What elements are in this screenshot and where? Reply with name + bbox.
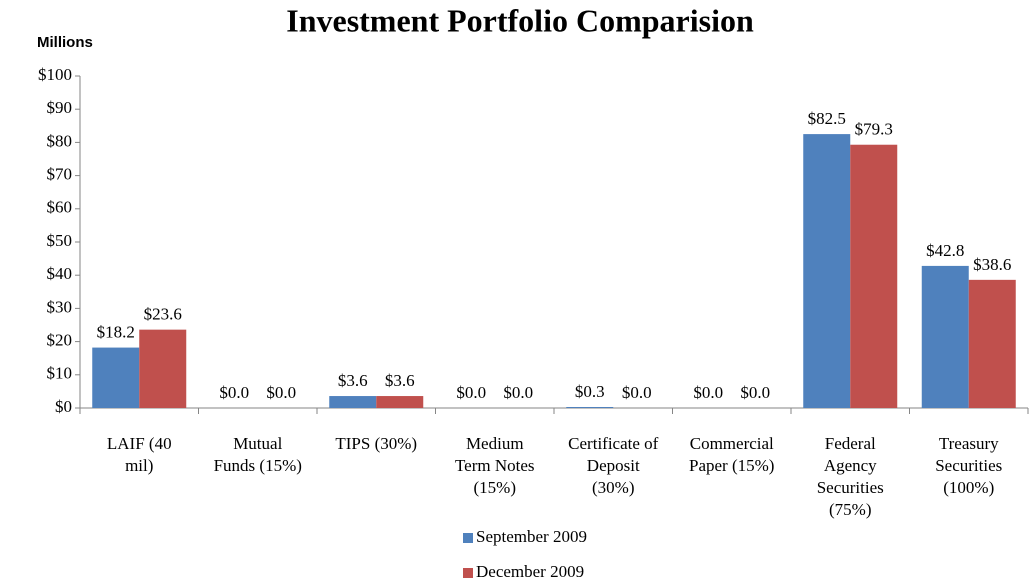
x-tick-label: Commercial Paper (15%) <box>689 434 775 475</box>
y-axis-label: Millions <box>37 34 93 51</box>
y-tick-label: $20 <box>47 331 73 350</box>
data-label: $0.0 <box>456 383 486 402</box>
y-tick-label: $50 <box>47 231 73 250</box>
x-tick-label: Mutual Funds (15%) <box>213 434 302 475</box>
data-label: $0.0 <box>266 383 296 402</box>
data-label: $79.3 <box>855 120 893 139</box>
bar <box>921 265 969 408</box>
y-tick-label: $30 <box>47 297 73 316</box>
data-label: $0.0 <box>740 383 770 402</box>
x-tick-label: Certificate of Deposit (30%) <box>568 434 659 497</box>
y-tick-label: $40 <box>47 264 73 283</box>
data-label: $3.6 <box>338 371 368 390</box>
bar <box>92 347 140 408</box>
y-tick-label: $70 <box>47 165 73 184</box>
bar <box>803 134 851 408</box>
y-tick-label: $60 <box>47 198 73 217</box>
data-label: $0.0 <box>693 383 723 402</box>
data-label: $23.6 <box>144 305 182 324</box>
chart-title: Investment Portfolio Comparision <box>286 2 754 38</box>
data-label: $18.2 <box>97 322 135 341</box>
bar <box>968 279 1016 408</box>
legend-label: September 2009 <box>476 527 587 546</box>
x-tick-label: Medium Term Notes (15%) <box>454 434 535 497</box>
data-label: $38.6 <box>973 255 1011 274</box>
bar <box>329 396 377 408</box>
x-tick-label: Federal Agency Securities (75%) <box>816 434 884 519</box>
y-tick-label: $100 <box>38 65 72 84</box>
legend-swatch <box>463 533 473 543</box>
data-label: $0.0 <box>503 383 533 402</box>
bar <box>850 144 898 408</box>
y-tick-label: $10 <box>47 364 73 383</box>
y-tick-label: $0 <box>55 397 72 416</box>
x-tick-label: LAIF (40 mil) <box>106 434 172 475</box>
legend-label: December 2009 <box>476 562 584 581</box>
bar <box>376 396 424 408</box>
bar <box>566 407 614 408</box>
data-label: $0.3 <box>575 382 605 401</box>
data-label: $0.0 <box>622 383 652 402</box>
x-tick-label: Treasury Securities (100%) <box>935 434 1003 497</box>
bar <box>139 329 187 408</box>
y-tick-label: $90 <box>47 98 73 117</box>
data-label: $42.8 <box>926 241 964 260</box>
data-label: $3.6 <box>385 371 415 390</box>
x-tick-label: TIPS (30%) <box>335 434 418 453</box>
legend-swatch <box>463 568 473 578</box>
data-label: $0.0 <box>219 383 249 402</box>
y-tick-label: $80 <box>47 131 73 150</box>
data-label: $82.5 <box>808 109 846 128</box>
